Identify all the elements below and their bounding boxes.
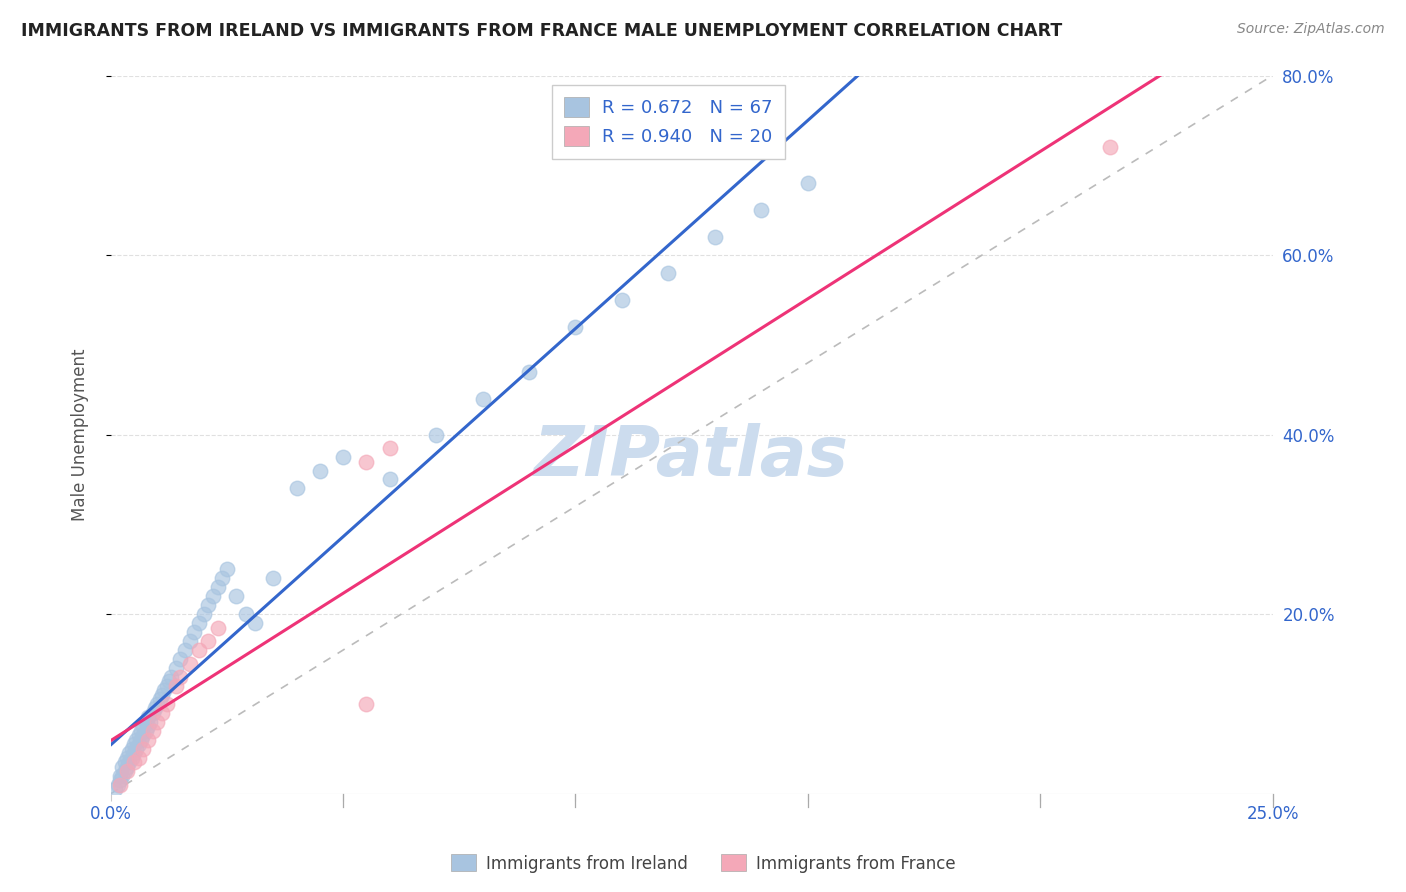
- Point: [471, 392, 494, 406]
- Point: [122, 737, 145, 751]
- Point: [114, 756, 136, 770]
- Point: [285, 482, 308, 496]
- Point: [309, 463, 332, 477]
- Point: [332, 450, 354, 464]
- Point: [108, 773, 131, 788]
- Point: [356, 454, 378, 468]
- Point: [174, 643, 197, 657]
- Point: [165, 661, 187, 675]
- Point: [207, 580, 229, 594]
- Point: [179, 634, 201, 648]
- Point: [201, 589, 224, 603]
- Point: [517, 365, 540, 379]
- Point: [1098, 140, 1121, 154]
- Point: [115, 760, 138, 774]
- Point: [129, 723, 152, 738]
- Point: [225, 589, 247, 603]
- Point: [157, 674, 180, 689]
- Point: [118, 756, 141, 770]
- Point: [378, 473, 401, 487]
- Point: [128, 751, 150, 765]
- Point: [128, 728, 150, 742]
- Point: [107, 778, 129, 792]
- Point: [118, 746, 141, 760]
- Point: [148, 692, 170, 706]
- Point: [121, 751, 143, 765]
- Point: [183, 625, 205, 640]
- Point: [125, 741, 148, 756]
- Point: [193, 607, 215, 621]
- Point: [108, 769, 131, 783]
- Point: [136, 710, 159, 724]
- Point: [129, 732, 152, 747]
- Point: [150, 688, 173, 702]
- Point: [136, 732, 159, 747]
- Point: [657, 266, 679, 280]
- Point: [125, 732, 148, 747]
- Y-axis label: Male Unemployment: Male Unemployment: [72, 349, 89, 521]
- Point: [169, 652, 191, 666]
- Point: [165, 679, 187, 693]
- Point: [136, 719, 159, 733]
- Point: [132, 719, 155, 733]
- Point: [378, 441, 401, 455]
- Point: [215, 562, 238, 576]
- Point: [132, 741, 155, 756]
- Point: [142, 706, 165, 720]
- Point: [188, 616, 211, 631]
- Point: [610, 293, 633, 307]
- Point: [243, 616, 266, 631]
- Legend: R = 0.672   N = 67, R = 0.940   N = 20: R = 0.672 N = 67, R = 0.940 N = 20: [551, 85, 786, 159]
- Point: [155, 697, 177, 711]
- Point: [143, 701, 166, 715]
- Point: [111, 769, 134, 783]
- Point: [122, 746, 145, 760]
- Point: [121, 741, 143, 756]
- Point: [115, 751, 138, 765]
- Text: ZIPatlas: ZIPatlas: [534, 423, 849, 490]
- Point: [139, 714, 162, 729]
- Point: [146, 697, 169, 711]
- Point: [197, 598, 219, 612]
- Point: [111, 760, 134, 774]
- Text: Source: ZipAtlas.com: Source: ZipAtlas.com: [1237, 22, 1385, 37]
- Point: [128, 737, 150, 751]
- Point: [114, 764, 136, 779]
- Point: [160, 670, 183, 684]
- Point: [751, 203, 773, 218]
- Point: [122, 756, 145, 770]
- Point: [155, 679, 177, 693]
- Point: [104, 782, 127, 797]
- Point: [179, 657, 201, 671]
- Point: [425, 427, 447, 442]
- Point: [153, 683, 176, 698]
- Point: [142, 723, 165, 738]
- Point: [146, 714, 169, 729]
- Point: [564, 319, 586, 334]
- Point: [262, 571, 284, 585]
- Point: [169, 670, 191, 684]
- Point: [132, 728, 155, 742]
- Point: [356, 697, 378, 711]
- Point: [135, 723, 157, 738]
- Point: [108, 778, 131, 792]
- Legend: Immigrants from Ireland, Immigrants from France: Immigrants from Ireland, Immigrants from…: [444, 847, 962, 880]
- Point: [703, 230, 725, 244]
- Point: [135, 714, 157, 729]
- Text: IMMIGRANTS FROM IRELAND VS IMMIGRANTS FROM FRANCE MALE UNEMPLOYMENT CORRELATION : IMMIGRANTS FROM IRELAND VS IMMIGRANTS FR…: [21, 22, 1063, 40]
- Point: [197, 634, 219, 648]
- Point: [235, 607, 257, 621]
- Point: [211, 571, 233, 585]
- Point: [207, 621, 229, 635]
- Point: [150, 706, 173, 720]
- Point: [797, 176, 820, 190]
- Point: [188, 643, 211, 657]
- Point: [115, 764, 138, 779]
